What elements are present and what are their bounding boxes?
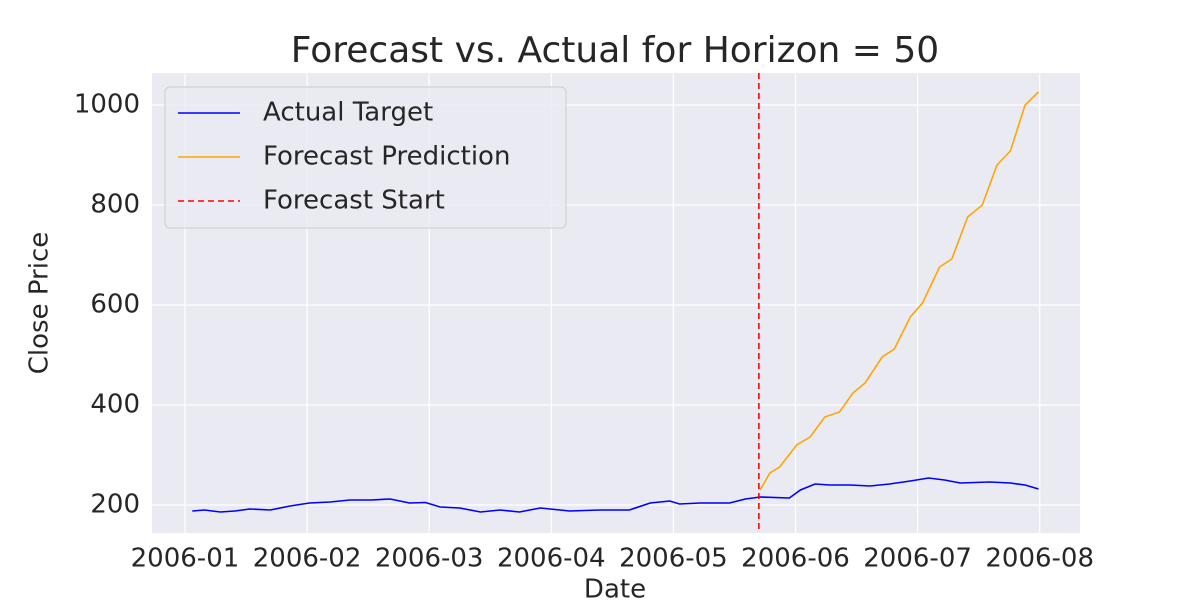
y-tick-label: 800 — [90, 190, 140, 220]
x-axis-label: Date — [584, 575, 646, 600]
y-tick-label: 600 — [90, 290, 140, 320]
x-tick-label: 2006-06 — [741, 544, 850, 574]
y-axis-label: Close Price — [25, 232, 55, 375]
legend-label: Actual Target — [263, 98, 433, 128]
legend-label: Forecast Start — [263, 186, 445, 216]
x-tick-label: 2006-02 — [253, 544, 362, 574]
legend-box — [164, 86, 567, 229]
x-tick-label: 2006-04 — [497, 544, 606, 574]
legend: Actual Target Forecast Prediction Forecast… — [164, 86, 567, 229]
legend-label: Forecast Prediction — [263, 142, 510, 172]
y-tick-label: 200 — [90, 490, 140, 520]
x-tick-label: 2006-05 — [619, 544, 728, 574]
line — [759, 91, 1040, 491]
chart-title: Forecast vs. Actual for Horizon = 50 — [291, 30, 939, 71]
y-tick-label: 1000 — [74, 90, 140, 120]
x-tick-label: 2006-03 — [375, 544, 484, 574]
marks — [192, 73, 1040, 533]
x-tick-label: 2006-08 — [985, 544, 1094, 574]
x-tick-label: 2006-07 — [863, 544, 972, 574]
line — [192, 477, 1039, 513]
y-tick-label: 400 — [90, 390, 140, 420]
x-tick-label: 2006-01 — [131, 544, 240, 574]
